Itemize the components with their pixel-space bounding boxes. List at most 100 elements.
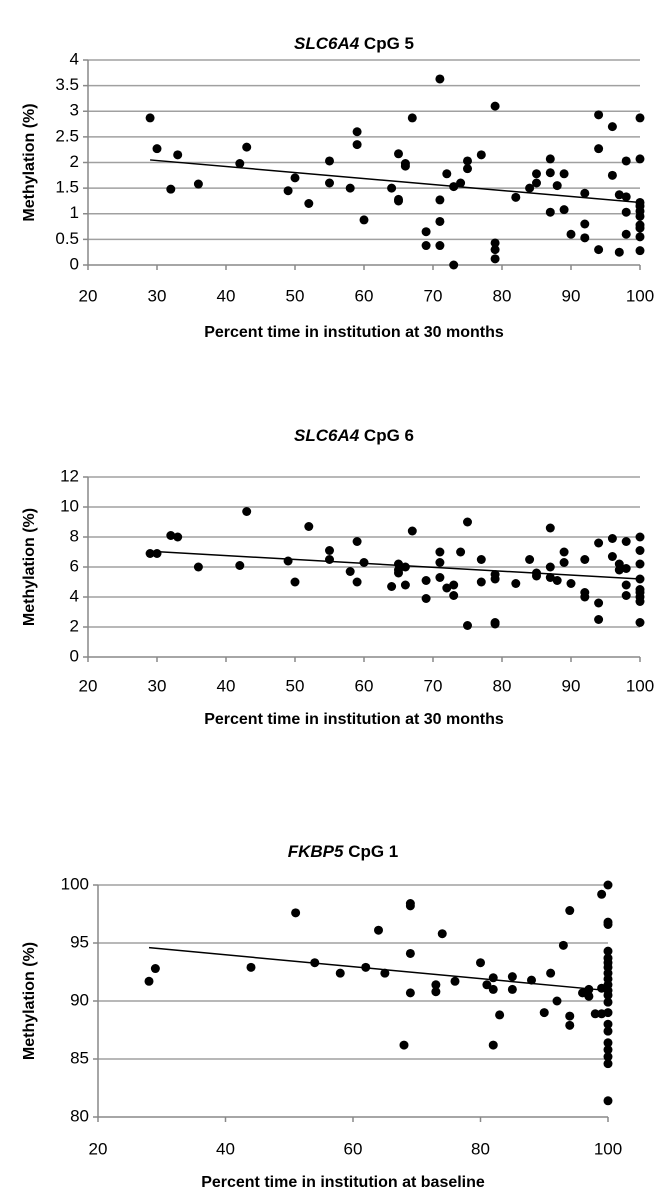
data-point	[621, 156, 631, 166]
x-tick-label: 50	[286, 286, 305, 305]
data-point	[405, 988, 415, 998]
data-point	[437, 929, 447, 939]
data-point	[532, 571, 541, 581]
data-point	[400, 580, 410, 590]
data-point	[635, 211, 645, 221]
y-tick-label: 2.5	[55, 126, 79, 145]
data-point	[635, 113, 645, 123]
data-point	[435, 195, 445, 205]
data-point	[621, 564, 631, 573]
data-point	[152, 144, 162, 154]
data-point	[584, 984, 594, 994]
data-point	[449, 182, 459, 192]
data-point	[566, 229, 576, 239]
data-point	[431, 987, 441, 997]
data-point	[283, 556, 293, 566]
data-point	[603, 1096, 613, 1106]
data-point	[394, 196, 403, 206]
data-point	[594, 615, 604, 624]
data-point	[144, 976, 154, 986]
data-point	[463, 517, 472, 527]
data-point	[242, 507, 252, 516]
data-point	[304, 199, 314, 208]
y-tick-label: 1.5	[55, 178, 79, 197]
data-point	[463, 156, 472, 166]
data-point	[603, 1008, 613, 1018]
x-tick-label: 40	[217, 286, 236, 305]
data-point	[603, 1052, 613, 1062]
data-point	[580, 219, 590, 229]
data-point	[166, 531, 176, 540]
y-tick-label: 12	[60, 466, 79, 485]
data-point	[545, 168, 555, 178]
y-axis-label: Methylation (%)	[21, 942, 38, 1060]
data-point	[507, 972, 517, 982]
data-point	[394, 149, 403, 159]
data-point	[603, 946, 613, 956]
data-point	[546, 968, 556, 978]
data-point	[495, 1010, 505, 1020]
data-point	[565, 1020, 575, 1030]
data-point	[304, 522, 314, 531]
data-point	[400, 161, 410, 171]
x-tick-label: 100	[626, 286, 654, 305]
data-point	[359, 558, 369, 567]
title-rest: CpG 5	[364, 34, 414, 53]
y-tick-label: 6	[70, 556, 79, 575]
data-point	[552, 576, 562, 585]
data-point	[635, 597, 645, 606]
data-point	[345, 567, 355, 576]
data-point	[394, 568, 403, 578]
data-point	[594, 245, 604, 255]
data-point	[449, 580, 459, 590]
data-point	[435, 573, 445, 582]
panel: SLC6A4 CpG 6 0 2 4 6 8 10 12 20 30 40 50 60 70 80 90 100…	[21, 426, 654, 728]
data-point	[490, 238, 500, 248]
y-tick-label: 85	[70, 1048, 89, 1067]
data-point	[456, 547, 466, 557]
data-point	[552, 181, 562, 191]
data-point	[476, 555, 486, 564]
y-tick-label: 0	[70, 254, 79, 273]
data-point	[359, 215, 369, 225]
data-point	[325, 546, 334, 555]
data-point	[374, 925, 383, 935]
title-gene: SLC6A4	[294, 426, 360, 445]
data-point	[566, 579, 576, 588]
data-point	[511, 192, 521, 202]
data-point	[580, 233, 590, 243]
data-point	[431, 980, 441, 990]
y-tick-label: 90	[70, 990, 89, 1009]
y-tick-label: 2	[70, 152, 79, 171]
data-point	[621, 229, 631, 239]
data-point	[242, 142, 252, 152]
data-point	[435, 241, 445, 251]
data-point	[603, 1059, 613, 1069]
data-point	[442, 583, 452, 593]
x-tick-label: 70	[424, 676, 443, 695]
data-point	[539, 1008, 549, 1018]
data-point	[399, 1040, 409, 1050]
x-tick-label: 60	[344, 1139, 363, 1158]
data-point	[507, 984, 517, 994]
data-point	[442, 169, 452, 179]
y-tick-label: 80	[70, 1106, 89, 1125]
panel: FKBP5 CpG 1 80 85 90 95 100 20 40 60 80 100 Percent…	[21, 842, 622, 1191]
data-point	[235, 159, 245, 169]
data-point	[488, 973, 498, 983]
data-point	[490, 254, 500, 264]
x-tick-label: 80	[493, 286, 512, 305]
data-point	[607, 122, 617, 132]
x-tick-label: 50	[286, 676, 305, 695]
data-point	[607, 534, 617, 543]
y-tick-label: 100	[61, 874, 89, 893]
title-gene: SLC6A4	[294, 34, 360, 53]
data-point	[597, 889, 607, 899]
data-point	[545, 562, 555, 572]
data-point	[450, 976, 460, 986]
data-point	[594, 144, 604, 154]
y-axis-label: Methylation (%)	[21, 508, 38, 626]
data-point	[421, 594, 431, 603]
data-point	[490, 574, 500, 584]
data-point	[435, 74, 445, 84]
